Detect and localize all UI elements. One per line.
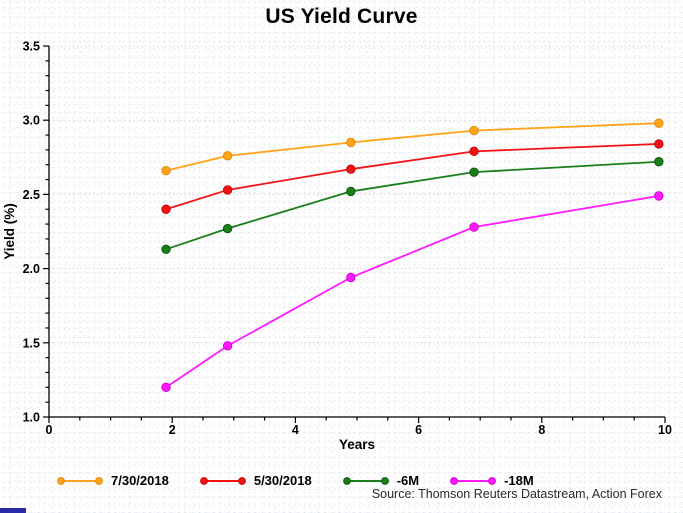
data-point — [654, 118, 664, 128]
tick-label: 8 — [538, 423, 545, 437]
data-point — [469, 167, 479, 177]
data-point — [161, 382, 171, 393]
legend-marker-icon — [199, 476, 246, 485]
tick-label: 2.5 — [23, 188, 40, 202]
tick-label: 2.0 — [23, 262, 40, 276]
legend-item-4: -18M — [449, 473, 534, 488]
data-point — [161, 165, 171, 176]
source-note: Source: Thomson Reuters Datastream, Acti… — [371, 487, 662, 501]
data-point — [654, 157, 664, 167]
data-point — [346, 137, 356, 148]
data-point — [469, 222, 479, 232]
legend-marker-icon — [450, 476, 496, 485]
legend-item-1: 7/30/2018 — [56, 473, 169, 488]
data-point — [346, 164, 356, 174]
chart-title: US Yield Curve — [265, 5, 418, 28]
tick-label: Years — [339, 437, 375, 452]
tick-label: 1.0 — [23, 411, 40, 425]
tick-label: 10 — [658, 423, 672, 437]
legend-label: -6M — [396, 473, 420, 488]
legend-marker-icon — [342, 476, 389, 485]
tick-label: 3.5 — [23, 40, 40, 54]
legend-label: 5/30/2018 — [253, 473, 312, 488]
tick-label: Yield (%) — [2, 203, 17, 260]
data-point — [346, 186, 356, 197]
legend-label: -18M — [504, 473, 534, 488]
data-point — [161, 204, 171, 214]
legend-item-3: -6M — [342, 473, 419, 488]
data-point — [161, 244, 171, 255]
legend-label: 7/30/2018 — [111, 473, 169, 488]
tick-label: 0 — [46, 423, 53, 437]
data-point — [654, 191, 664, 201]
data-point — [654, 139, 664, 149]
legend: 7/30/2018 5/30/2018 -6M -18M — [56, 473, 534, 488]
data-point — [222, 223, 233, 234]
tick-label: 2 — [169, 423, 176, 437]
data-point — [469, 146, 479, 157]
data-point — [222, 341, 233, 351]
tick-label: 1.5 — [23, 336, 40, 350]
tick-label: 3.0 — [23, 114, 40, 128]
legend-marker-icon — [57, 476, 103, 485]
data-point — [469, 125, 479, 136]
data-point — [222, 151, 233, 161]
data-point — [346, 272, 356, 283]
tick-label: 4 — [292, 423, 299, 437]
corner-artifact — [0, 508, 26, 513]
series-line — [165, 160, 659, 251]
tick-label: 6 — [415, 423, 422, 437]
legend-item-2: 5/30/2018 — [199, 473, 312, 488]
data-point — [222, 185, 233, 195]
